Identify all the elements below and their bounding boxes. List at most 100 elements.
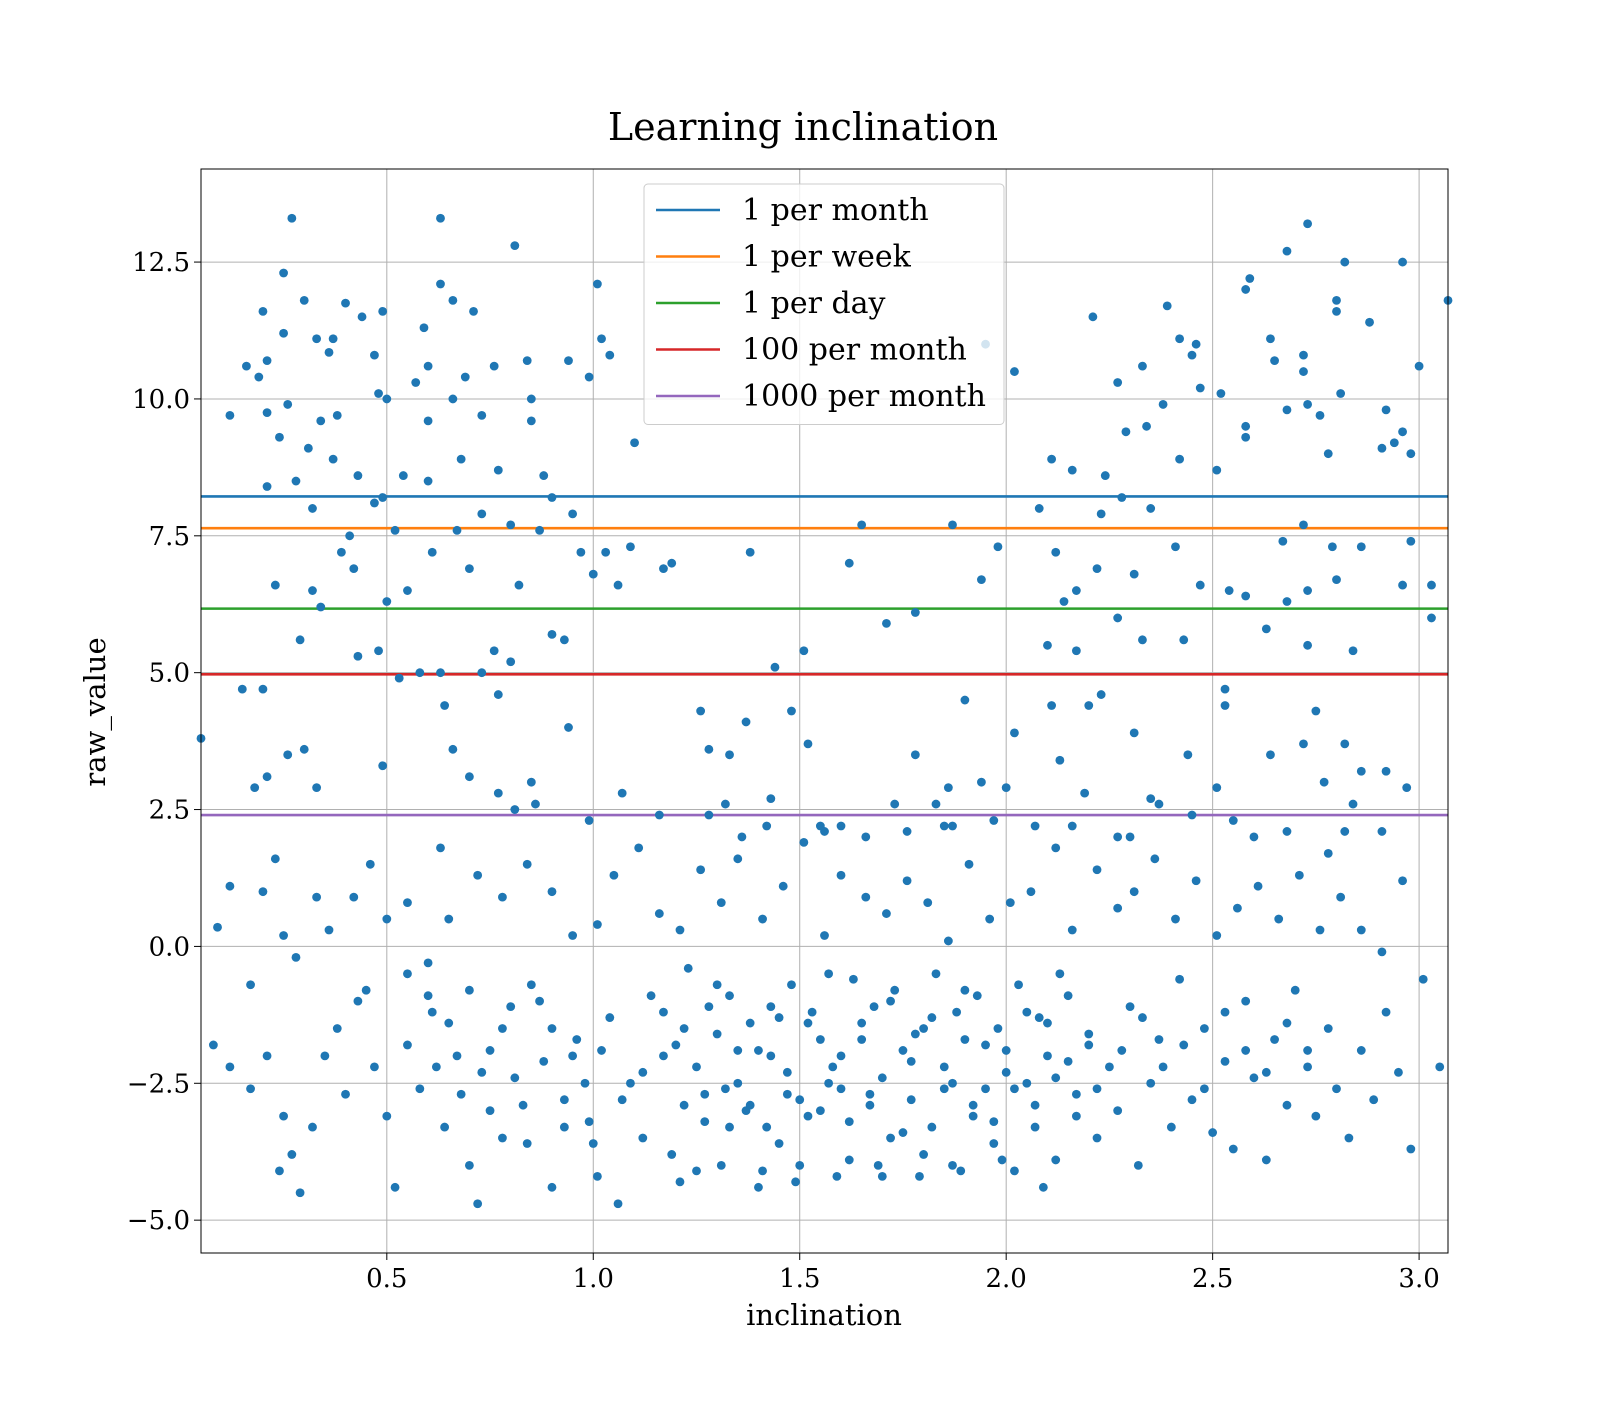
scatter-point (758, 914, 767, 924)
scatter-point (464, 1161, 474, 1170)
scatter-point (1071, 1089, 1081, 1099)
scatter-point (766, 794, 776, 803)
y-tick-label: 2.5 (149, 796, 190, 826)
scatter-point (1051, 1155, 1061, 1165)
scatter-point (328, 454, 338, 464)
scatter-point (1010, 728, 1019, 738)
scatter-point (799, 646, 809, 656)
scatter-point (832, 1171, 842, 1181)
scatter-point (828, 1062, 838, 1072)
scatter-point (939, 1084, 949, 1094)
scatter-point (308, 504, 317, 513)
scatter-point (1113, 378, 1123, 387)
scatter-point (564, 723, 573, 732)
scatter-point (341, 1089, 350, 1099)
scatter-point (1010, 1166, 1019, 1176)
scatter-point (791, 1177, 800, 1187)
scatter-point (1030, 821, 1040, 831)
scatter-point (436, 843, 445, 853)
scatter-point (275, 432, 284, 442)
scatter-point (981, 1040, 990, 1050)
scatter-point (601, 547, 611, 557)
scatter-point (1022, 1078, 1032, 1088)
scatter-point (291, 952, 301, 962)
scatter-point (1187, 350, 1197, 360)
scatter-point (1067, 465, 1077, 475)
scatter-point (440, 1122, 450, 1132)
scatter-point (423, 476, 433, 486)
scatter-point (1402, 783, 1412, 793)
scatter-point (948, 1078, 957, 1088)
scatter-point (638, 1133, 648, 1143)
scatter-point (1154, 799, 1164, 809)
scatter-point (436, 668, 445, 678)
y-tick-label: 7.5 (149, 522, 190, 552)
scatter-point (254, 372, 264, 382)
scatter-point (700, 1089, 710, 1099)
scatter-point (279, 931, 288, 940)
scatter-point (1212, 465, 1222, 475)
scatter-point (312, 892, 322, 902)
scatter-point (1233, 903, 1242, 913)
scatter-point (1228, 816, 1238, 825)
scatter-point (1303, 219, 1313, 229)
scatter-point (1323, 848, 1333, 858)
scatter-point (394, 673, 404, 683)
scatter-point (336, 547, 346, 557)
scatter-point (1319, 777, 1329, 787)
scatter-point (547, 1182, 557, 1192)
scatter-point (617, 1095, 627, 1105)
scatter-point (787, 980, 796, 990)
scatter-point (617, 788, 627, 798)
scatter-point (1179, 635, 1189, 645)
scatter-point (411, 378, 421, 387)
y-tick-label: 0.0 (149, 932, 190, 962)
x-axis-label: inclination (746, 1298, 902, 1332)
scatter-point (262, 1051, 272, 1061)
scatter-point (1080, 788, 1090, 798)
scatter-point (332, 410, 342, 420)
scatter-point (1067, 821, 1077, 831)
scatter-point (1266, 334, 1275, 344)
scatter-point (1034, 1013, 1044, 1022)
scatter-point (836, 821, 846, 831)
y-tick-label: −5.0 (127, 1206, 190, 1236)
scatter-point (1059, 597, 1069, 606)
scatter-point (692, 1062, 701, 1072)
scatter-point (898, 1128, 908, 1137)
scatter-point (1171, 542, 1180, 552)
scatter-point (592, 920, 602, 929)
scatter-point (861, 892, 871, 902)
scatter-point (415, 1084, 425, 1094)
scatter-point (510, 241, 520, 251)
scatter-point (522, 356, 532, 366)
scatter-point (427, 1007, 437, 1017)
scatter-point (1043, 1018, 1052, 1028)
scatter-point (1290, 985, 1300, 995)
scatter-point (1055, 755, 1065, 765)
scatter-point (977, 777, 986, 787)
scatter-point (592, 279, 602, 289)
scatter-point (1406, 1144, 1416, 1154)
scatter-point (1092, 865, 1102, 875)
scatter-point (671, 1040, 681, 1050)
scatter-point (1332, 575, 1341, 585)
scatter-point (564, 356, 573, 366)
scatter-point (675, 925, 685, 935)
scatter-point (1133, 1161, 1143, 1170)
scatter-point (968, 1100, 978, 1110)
scatter-point (320, 1051, 330, 1061)
scatter-point (1282, 597, 1292, 606)
scatter-point (576, 547, 586, 557)
scatter-point (1327, 542, 1337, 552)
scatter-point (378, 306, 388, 316)
scatter-point (1336, 892, 1346, 902)
scatter-point (985, 914, 995, 924)
scatter-point (262, 772, 272, 782)
scatter-point (1336, 389, 1346, 398)
scatter-point (721, 799, 730, 809)
scatter-point (815, 821, 825, 831)
scatter-point (704, 744, 714, 754)
scatter-point (960, 1035, 970, 1044)
